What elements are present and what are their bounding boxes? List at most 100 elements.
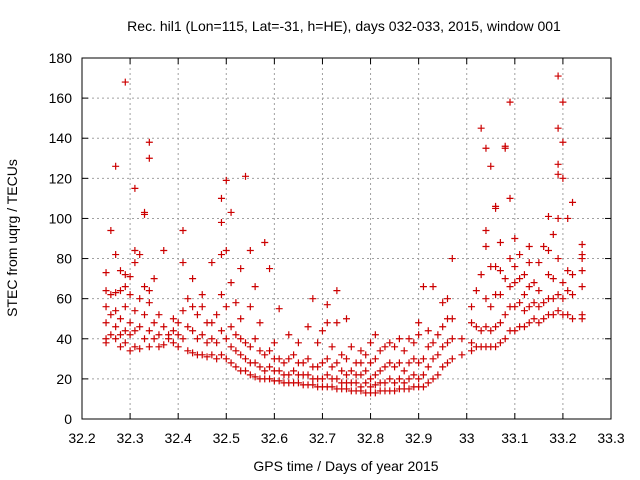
data-point-plus-marker	[116, 343, 124, 351]
data-point-plus-marker	[343, 355, 350, 363]
data-point-plus-marker	[266, 265, 274, 273]
data-point-plus-marker	[227, 343, 235, 351]
data-point-plus-marker	[251, 359, 259, 367]
y-tick-label: 60	[56, 291, 72, 307]
grid-lines	[82, 58, 611, 419]
data-point-plus-marker	[266, 347, 274, 355]
data-point-plus-marker	[520, 291, 528, 299]
data-point-plus-marker	[492, 202, 500, 210]
data-point-plus-marker	[222, 303, 230, 311]
data-point-plus-marker	[362, 379, 370, 387]
data-point-plus-marker	[367, 375, 375, 383]
data-point-plus-marker	[270, 339, 278, 347]
data-point-plus-marker	[145, 138, 153, 146]
data-point-plus-marker	[217, 194, 225, 202]
data-point-plus-marker	[381, 379, 389, 387]
y-tick-label: 160	[49, 90, 73, 106]
data-point-plus-marker	[559, 279, 567, 287]
x-tick-label: 33	[459, 430, 475, 446]
data-point-plus-marker	[198, 303, 206, 311]
data-point-plus-marker	[155, 331, 163, 339]
data-point-plus-marker	[501, 142, 509, 150]
data-point-plus-marker	[415, 319, 423, 327]
data-point-plus-marker	[448, 335, 456, 343]
data-point-plus-marker	[352, 379, 360, 387]
data-point-plus-marker	[193, 335, 201, 343]
data-point-plus-marker	[578, 251, 586, 259]
data-point-plus-marker	[160, 323, 168, 331]
data-point-plus-marker	[458, 351, 466, 359]
data-point-plus-marker	[155, 311, 163, 319]
data-point-plus-marker	[314, 339, 322, 347]
data-point-plus-marker	[535, 303, 543, 311]
data-point-plus-marker	[102, 287, 110, 295]
data-point-plus-marker	[530, 279, 538, 287]
data-point-plus-marker	[371, 331, 379, 339]
data-point-plus-marker	[376, 347, 384, 355]
data-point-plus-marker	[487, 303, 495, 311]
data-points	[102, 72, 586, 397]
data-point-plus-marker	[299, 359, 307, 367]
data-point-plus-marker	[367, 383, 375, 391]
data-point-plus-marker	[184, 295, 192, 303]
data-point-plus-marker	[160, 341, 168, 349]
data-point-plus-marker	[347, 343, 355, 351]
data-point-plus-marker	[203, 353, 211, 361]
data-point-plus-marker	[179, 307, 187, 315]
data-point-plus-marker	[213, 355, 221, 363]
y-tick-label: 0	[64, 411, 72, 427]
data-point-plus-marker	[237, 315, 245, 323]
data-point-plus-marker	[251, 373, 259, 381]
data-point-plus-marker	[472, 323, 480, 331]
data-point-plus-marker	[578, 241, 586, 249]
plot-frame	[81, 57, 612, 420]
data-point-plus-marker	[141, 335, 149, 343]
data-point-plus-marker	[540, 243, 548, 251]
data-point-plus-marker	[395, 335, 403, 343]
data-point-plus-marker	[184, 347, 192, 355]
data-point-plus-marker	[487, 162, 495, 170]
data-point-plus-marker	[203, 339, 211, 347]
data-point-plus-marker	[266, 375, 274, 383]
data-point-plus-marker	[126, 291, 134, 299]
data-point-plus-marker	[419, 355, 427, 363]
data-point-plus-marker	[405, 335, 413, 343]
data-point-plus-marker	[386, 339, 394, 347]
data-point-plus-marker	[511, 303, 519, 311]
x-tick-label: 32.2	[68, 430, 95, 446]
data-point-plus-marker	[131, 184, 139, 192]
data-point-plus-marker	[564, 311, 572, 319]
data-point-plus-marker	[198, 331, 206, 339]
data-point-plus-marker	[400, 367, 408, 375]
data-point-plus-marker	[251, 283, 259, 291]
data-point-plus-marker	[155, 343, 163, 351]
data-point-plus-marker	[126, 273, 134, 281]
data-point-plus-marker	[179, 226, 187, 234]
data-point-plus-marker	[102, 319, 110, 327]
data-point-plus-marker	[443, 295, 451, 303]
data-point-plus-marker	[549, 230, 557, 238]
data-point-plus-marker	[160, 247, 168, 255]
data-point-plus-marker	[141, 283, 149, 291]
data-point-plus-marker	[213, 311, 221, 319]
data-point-plus-marker	[506, 255, 514, 263]
data-point-plus-marker	[131, 259, 139, 267]
data-point-plus-marker	[468, 347, 476, 355]
data-point-plus-marker	[367, 359, 375, 367]
data-point-plus-marker	[290, 367, 298, 375]
data-point-plus-marker	[112, 289, 120, 297]
data-point-plus-marker	[578, 311, 586, 319]
data-point-plus-marker	[261, 367, 269, 375]
data-point-plus-marker	[525, 243, 533, 251]
x-tick-label: 32.9	[405, 430, 432, 446]
data-point-plus-marker	[391, 379, 399, 387]
data-point-plus-marker	[554, 214, 562, 222]
data-point-plus-marker	[121, 78, 129, 86]
data-point-plus-marker	[492, 343, 500, 351]
y-tick-label: 100	[49, 210, 73, 226]
data-point-plus-marker	[227, 323, 235, 331]
data-point-plus-marker	[107, 311, 115, 319]
data-point-plus-marker	[179, 335, 187, 343]
data-point-plus-marker	[174, 331, 182, 339]
data-point-plus-marker	[242, 367, 250, 375]
